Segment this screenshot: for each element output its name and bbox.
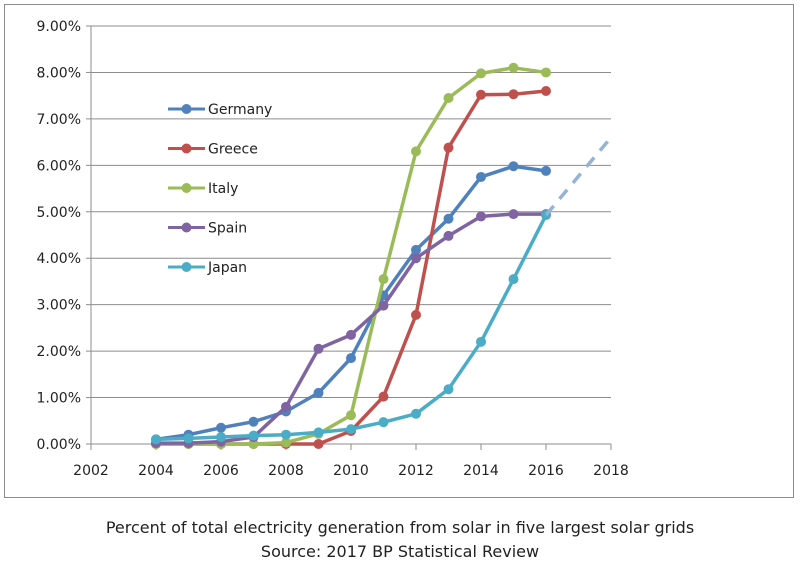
y-tick-label: 5.00%	[37, 205, 81, 221]
data-point	[281, 401, 291, 412]
data-point	[508, 209, 519, 220]
data-point	[476, 89, 486, 100]
data-point	[476, 171, 486, 182]
y-tick-label: 3.00%	[37, 298, 81, 314]
data-point	[541, 86, 551, 97]
legend-item-germany: Germany	[168, 102, 272, 118]
data-point	[476, 336, 486, 347]
y-tick-label: 8.00%	[37, 65, 81, 81]
legend-marker	[181, 183, 192, 193]
gridlines	[91, 25, 611, 399]
data-point	[443, 230, 454, 241]
data-point	[508, 161, 519, 172]
data-point	[378, 300, 389, 311]
x-tick-label: 2002	[73, 463, 109, 479]
data-point	[411, 309, 421, 320]
legend-item-italy: Italy	[168, 181, 238, 197]
data-point	[476, 211, 486, 222]
legend-item-spain: Spain	[168, 221, 247, 237]
data-point	[508, 274, 519, 285]
data-point	[281, 429, 291, 440]
data-point	[313, 427, 324, 438]
legend-marker	[181, 222, 192, 233]
data-point	[411, 146, 421, 157]
data-point	[248, 430, 259, 441]
data-point	[151, 434, 161, 445]
legend: Germany Greece Italy Spain Japan	[168, 102, 272, 276]
y-tick-label: 4.00%	[37, 251, 81, 267]
legend-label: Japan	[207, 260, 247, 276]
data-point	[378, 274, 389, 285]
legend-label: Germany	[208, 102, 272, 118]
chart-frame: 0.00% 1.00% 2.00% 3.00% 4.00% 5.00% 6.00% 7.00%…	[4, 4, 794, 498]
x-tick-label: 2006	[203, 463, 239, 479]
legend-marker	[181, 262, 192, 272]
x-tick-label: 2012	[398, 463, 434, 479]
data-point	[443, 384, 454, 395]
series-line	[544, 136, 613, 217]
series-line	[155, 164, 547, 442]
y-tick-label: 6.00%	[37, 158, 81, 174]
data-point	[313, 343, 324, 354]
data-point	[541, 67, 551, 78]
line-chart: 0.00% 1.00% 2.00% 3.00% 4.00% 5.00% 6.00% 7.00%…	[37, 19, 629, 479]
y-tick-label: 0.00%	[37, 437, 81, 453]
series-japan	[151, 210, 551, 445]
series-germany	[151, 161, 551, 445]
data-point	[248, 439, 259, 449]
y-tick-label: 2.00%	[37, 344, 81, 360]
data-point	[346, 410, 356, 421]
data-point	[346, 424, 356, 435]
axes: 0.00% 1.00% 2.00% 3.00% 4.00% 5.00% 6.00% 7.00%…	[37, 19, 629, 479]
x-tick-label: 2016	[528, 463, 564, 479]
x-tick-label: 2018	[593, 463, 629, 479]
chart-caption: Percent of total electricity generation …	[105, 518, 695, 537]
data-point	[216, 422, 226, 433]
data-point	[443, 142, 454, 153]
data-point	[378, 417, 389, 428]
chart-source: Source: 2017 BP Statistical Review	[260, 542, 540, 561]
data-point	[183, 433, 194, 444]
data-point	[281, 437, 291, 448]
x-tick-label: 2010	[333, 463, 369, 479]
data-point	[508, 62, 519, 73]
data-point	[248, 416, 259, 427]
data-point	[411, 244, 421, 255]
data-point	[443, 92, 454, 103]
legend-marker	[181, 143, 192, 154]
series-japan-projection	[544, 136, 613, 217]
legend-marker	[181, 104, 192, 114]
data-point	[216, 432, 226, 443]
x-tick-label: 2008	[268, 463, 304, 479]
legend-item-japan: Japan	[168, 260, 247, 276]
data-point	[476, 68, 486, 79]
legend-label: Spain	[208, 221, 247, 237]
data-point	[346, 353, 356, 364]
data-point	[443, 213, 454, 224]
series-line	[156, 66, 547, 446]
legend-label: Greece	[208, 142, 258, 158]
series-lines	[151, 62, 613, 449]
y-tick-label: 9.00%	[37, 19, 81, 35]
data-point	[508, 89, 519, 100]
y-tick-label: 7.00%	[37, 112, 81, 128]
x-tick-label: 2004	[138, 463, 174, 479]
legend-item-greece: Greece	[168, 142, 258, 158]
y-tick-label: 1.00%	[37, 391, 81, 407]
data-point	[411, 408, 421, 419]
data-point	[313, 387, 324, 398]
series-line	[155, 214, 548, 442]
legend-label: Italy	[208, 181, 238, 197]
data-point	[411, 253, 421, 264]
data-point	[346, 329, 356, 340]
series-italy	[151, 62, 551, 449]
data-point	[541, 165, 551, 176]
x-tick-label: 2014	[463, 463, 499, 479]
data-point	[313, 439, 324, 449]
data-point	[378, 391, 389, 402]
